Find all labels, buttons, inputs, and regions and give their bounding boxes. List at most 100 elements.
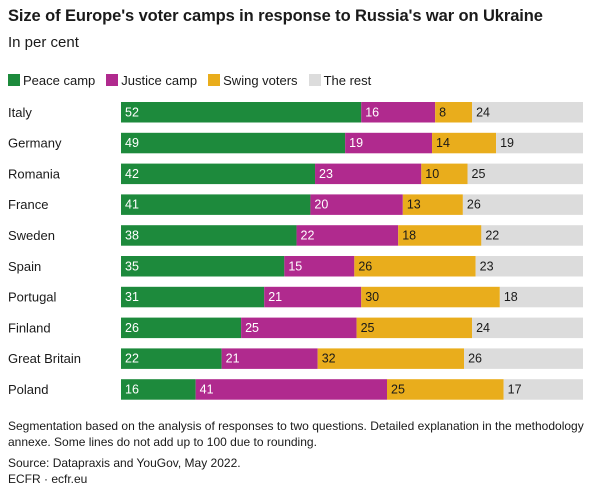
value-label-peace-camp-sweden: 38	[125, 228, 139, 242]
bar-the-rest-sweden	[481, 225, 583, 246]
value-label-justice-camp-romania: 23	[319, 167, 333, 181]
bar-swing-voters-italy	[435, 102, 473, 123]
chart-title: Size of Europe's voter camps in response…	[8, 7, 543, 25]
bar-swing-voters-poland	[387, 379, 504, 400]
bar-swing-voters-sweden	[398, 225, 482, 246]
value-label-peace-camp-finland: 26	[125, 321, 139, 335]
value-label-the-rest-portugal: 18	[504, 290, 518, 304]
legend-swatch-swing-voters	[208, 74, 221, 86]
value-label-swing-voters-portugal: 30	[365, 290, 379, 304]
bar-the-rest-poland	[503, 379, 583, 400]
category-label-spain: Spain	[8, 259, 41, 274]
legend-item-peace-camp: Peace camp	[8, 73, 95, 88]
bar-the-rest-portugal	[499, 286, 583, 308]
bar-the-rest-spain	[475, 256, 583, 277]
bar-swing-voters-france	[402, 194, 463, 215]
chart-credit: ECFR · ecfr.eu	[8, 472, 88, 486]
category-label-great-britain: Great Britain	[8, 351, 81, 366]
bar-the-rest-germany	[496, 132, 583, 154]
bar-swing-voters-spain	[354, 256, 476, 277]
legend-label-peace-camp: Peace camp	[23, 72, 96, 88]
bar-swing-voters-romania	[421, 163, 468, 185]
value-label-peace-camp-great-britain: 22	[125, 352, 139, 366]
bar-swing-voters-finland	[356, 317, 473, 339]
value-label-peace-camp-poland: 16	[125, 382, 139, 396]
value-label-peace-camp-portugal: 31	[125, 290, 139, 304]
category-label-portugal: Portugal	[8, 290, 57, 305]
category-label-poland: Poland	[8, 382, 48, 397]
value-label-justice-camp-finland: 25	[245, 321, 259, 335]
bar-swing-voters-portugal	[361, 286, 500, 308]
bar-swing-voters-germany	[432, 132, 497, 154]
value-label-peace-camp-italy: 52	[125, 105, 139, 119]
category-label-france: France	[8, 197, 48, 212]
value-label-swing-voters-germany: 14	[436, 136, 450, 150]
value-label-justice-camp-france: 20	[314, 198, 328, 212]
bar-justice-camp-romania	[315, 163, 422, 185]
value-label-the-rest-spain: 23	[480, 259, 494, 273]
value-label-the-rest-france: 26	[467, 198, 481, 212]
value-label-the-rest-italy: 24	[476, 105, 490, 119]
bar-the-rest-france	[462, 194, 583, 215]
chart-legend: Peace camp Justice camp Swing voters The…	[8, 72, 382, 88]
bar-peace-camp-italy	[121, 102, 362, 123]
value-label-swing-voters-romania: 10	[425, 167, 439, 181]
value-label-swing-voters-italy: 8	[439, 105, 446, 119]
category-label-romania: Romania	[8, 166, 61, 181]
value-label-peace-camp-germany: 49	[125, 136, 139, 150]
legend-label-justice-camp: Justice camp	[121, 72, 198, 88]
value-label-the-rest-poland: 17	[508, 382, 522, 396]
value-label-justice-camp-sweden: 22	[301, 228, 315, 242]
category-label-germany: Germany	[8, 136, 62, 151]
value-label-swing-voters-spain: 26	[358, 259, 372, 273]
value-label-swing-voters-sweden: 18	[402, 228, 416, 242]
value-label-the-rest-sweden: 22	[485, 228, 499, 242]
value-label-swing-voters-finland: 25	[361, 321, 375, 335]
legend-item-the-rest: The rest	[308, 72, 372, 88]
bar-justice-camp-germany	[345, 132, 433, 154]
category-label-italy: Italy	[8, 105, 32, 120]
bar-justice-camp-finland	[241, 317, 357, 339]
bar-the-rest-italy	[472, 102, 583, 123]
bar-peace-camp-spain	[121, 256, 285, 277]
value-label-the-rest-great-britain: 26	[468, 352, 482, 366]
value-label-justice-camp-italy: 16	[365, 105, 379, 119]
value-label-justice-camp-great-britain: 21	[226, 352, 240, 366]
bar-justice-camp-italy	[361, 102, 436, 123]
bar-justice-camp-sweden	[296, 225, 399, 246]
bar-justice-camp-portugal	[264, 286, 362, 308]
value-label-the-rest-germany: 19	[500, 136, 514, 150]
value-label-peace-camp-france: 41	[125, 198, 139, 212]
value-label-swing-voters-france: 13	[407, 198, 421, 212]
value-label-peace-camp-romania: 42	[125, 167, 139, 181]
bar-the-rest-finland	[472, 317, 583, 339]
bar-peace-camp-poland	[121, 379, 196, 400]
bar-peace-camp-germany	[121, 132, 346, 154]
value-label-justice-camp-germany: 19	[349, 136, 363, 150]
value-label-swing-voters-poland: 25	[391, 382, 405, 396]
legend-item-justice-camp: Justice camp	[106, 73, 197, 88]
value-label-justice-camp-poland: 41	[200, 382, 214, 396]
value-label-peace-camp-spain: 35	[125, 259, 139, 273]
bar-peace-camp-portugal	[121, 286, 265, 308]
bar-peace-camp-france	[121, 194, 311, 215]
legend-swatch-peace-camp	[8, 74, 20, 86]
value-label-the-rest-finland: 24	[476, 321, 490, 335]
bar-the-rest-great-britain	[464, 348, 583, 369]
value-label-swing-voters-great-britain: 32	[322, 352, 336, 366]
bar-justice-camp-spain	[284, 256, 355, 277]
value-label-justice-camp-spain: 15	[288, 259, 302, 273]
legend-swatch-justice-camp	[106, 74, 119, 86]
bar-justice-camp-france	[310, 194, 403, 215]
bar-peace-camp-romania	[121, 163, 316, 185]
value-label-justice-camp-portugal: 21	[268, 290, 282, 304]
legend-item-swing-voters: Swing voters	[208, 73, 298, 88]
bar-justice-camp-poland	[195, 379, 387, 400]
bar-justice-camp-great-britain	[221, 348, 318, 369]
bar-peace-camp-sweden	[121, 225, 297, 246]
chart-source: Source: Datapraxis and YouGov, May 2022.	[8, 456, 241, 470]
category-label-finland: Finland	[8, 320, 51, 335]
legend-label-the-rest: The rest	[323, 72, 372, 88]
legend-swatch-the-rest	[308, 74, 321, 86]
stacked-bar-chart: Italy 52 16 8 24 Germany 49 19 14 19 Romania 42 23 10…	[8, 102, 583, 400]
